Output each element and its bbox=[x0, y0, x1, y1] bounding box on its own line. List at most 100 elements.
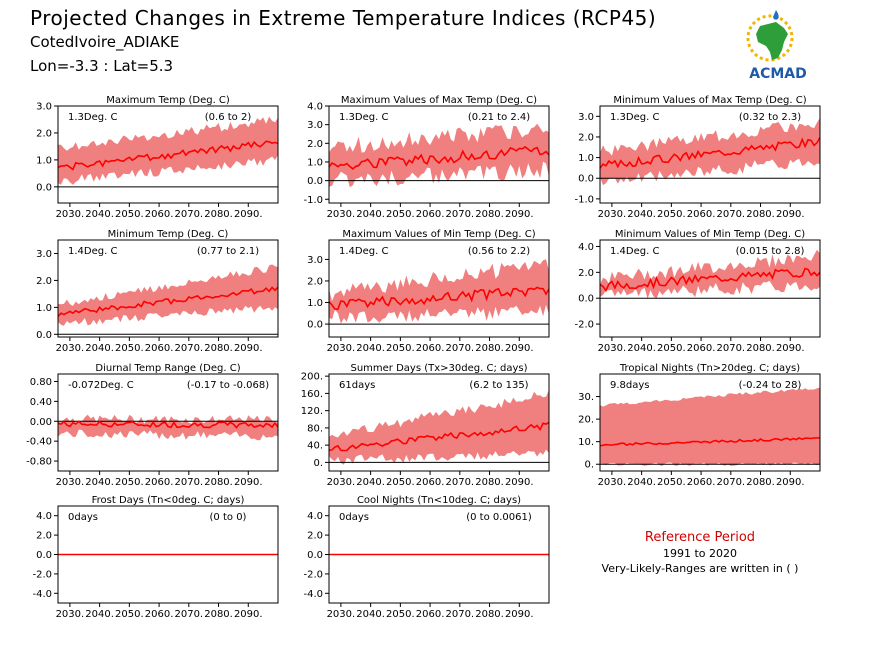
median-value-label: 0days bbox=[339, 512, 369, 523]
x-tick-label: 2070. bbox=[445, 477, 474, 488]
logo-text: ACMAD bbox=[749, 66, 807, 82]
y-tick-label: 2.0 bbox=[307, 139, 323, 150]
x-tick-label: 2060. bbox=[145, 609, 174, 620]
plot-frame bbox=[599, 105, 821, 204]
x-tick-label: 2090. bbox=[505, 477, 534, 488]
y-tick-label: 2.0 bbox=[578, 132, 594, 143]
y-tick-label: 0.00 bbox=[30, 417, 52, 428]
chart-title: Maximum Temp (Deg. C) bbox=[106, 95, 230, 106]
chart-title: Cool Nights (Tn<10deg. C; days) bbox=[357, 495, 521, 506]
y-tick-label: 1.0 bbox=[578, 153, 594, 164]
median-value-label: 1.4Deg. C bbox=[68, 246, 117, 257]
x-tick-label: 2040. bbox=[85, 609, 114, 620]
x-tick-label: 2050. bbox=[657, 343, 686, 354]
range-label: (0 to 0) bbox=[210, 512, 247, 523]
x-tick-label: 2030. bbox=[327, 343, 356, 354]
x-tick-label: 2080. bbox=[204, 343, 233, 354]
x-tick-label: 2030. bbox=[598, 209, 627, 220]
header: Projected Changes in Extreme Temperature… bbox=[0, 0, 879, 90]
y-tick-label: 200. bbox=[301, 372, 323, 383]
chart-panel: -0.80 -0.40 0.00 0.40 0.80 2030. 2040. 2050. 206… bbox=[26, 363, 279, 488]
x-tick-label: 2040. bbox=[356, 609, 385, 620]
y-tick-label: 80. bbox=[307, 423, 323, 434]
x-tick-label: 2070. bbox=[716, 343, 745, 354]
y-tick-label: 4.0 bbox=[307, 511, 323, 522]
y-tick-label: 3.0 bbox=[36, 249, 52, 260]
x-tick-label: 2030. bbox=[598, 477, 627, 488]
chart-title: Minimum Temp (Deg. C) bbox=[108, 229, 229, 240]
median-value-label: 1.3Deg. C bbox=[68, 112, 117, 123]
x-tick-label: 2060. bbox=[145, 477, 174, 488]
y-tick-label: 0.0 bbox=[36, 182, 52, 193]
y-tick-label: 1.0 bbox=[36, 155, 52, 166]
y-tick-label: 0.0 bbox=[307, 176, 323, 187]
x-tick-label: 2070. bbox=[716, 209, 745, 220]
y-tick-label: 0.40 bbox=[30, 397, 52, 408]
range-label: (-0.24 to 28) bbox=[739, 380, 802, 391]
x-tick-label: 2070. bbox=[445, 209, 474, 220]
y-tick-label: 120. bbox=[301, 406, 323, 417]
coordinates-label: Lon=-3.3 : Lat=5.3 bbox=[30, 57, 174, 75]
x-tick-label: 2080. bbox=[746, 477, 775, 488]
y-tick-label: 3.0 bbox=[36, 102, 52, 113]
plot-frame bbox=[599, 239, 821, 338]
x-tick-label: 2030. bbox=[56, 209, 85, 220]
y-tick-label: 160. bbox=[301, 389, 323, 400]
x-tick-label: 2090. bbox=[776, 343, 805, 354]
y-tick-label: 2.0 bbox=[578, 268, 594, 279]
y-tick-label: 4.0 bbox=[578, 242, 594, 253]
range-label: (0.32 to 2.3) bbox=[739, 112, 801, 123]
chart-title: Minimum Values of Min Temp (Deg. C) bbox=[615, 229, 805, 240]
x-tick-label: 2080. bbox=[204, 477, 233, 488]
x-tick-label: 2060. bbox=[687, 209, 716, 220]
median-line bbox=[599, 137, 821, 169]
chart-title: Tropical Nights (Tn>20deg. C; days) bbox=[619, 363, 800, 374]
acmad-logo: ACMAD bbox=[746, 10, 807, 82]
x-tick-label: 2060. bbox=[687, 477, 716, 488]
y-tick-label: 20. bbox=[578, 415, 594, 426]
x-tick-label: 2080. bbox=[204, 609, 233, 620]
y-tick-label: 1.0 bbox=[307, 298, 323, 309]
x-tick-label: 2070. bbox=[445, 609, 474, 620]
median-value-label: 1.4Deg. C bbox=[610, 246, 659, 257]
y-tick-label: 3.0 bbox=[578, 112, 594, 123]
y-tick-label: 2.0 bbox=[307, 276, 323, 287]
likely-range-band bbox=[58, 264, 278, 326]
y-tick-label: -2.0 bbox=[574, 320, 594, 331]
plot-frame bbox=[328, 373, 550, 472]
y-tick-label: -4.0 bbox=[303, 589, 323, 600]
x-tick-label: 2080. bbox=[475, 477, 504, 488]
reference-period-note: Very-Likely-Ranges are written in ( ) bbox=[601, 562, 799, 575]
x-tick-label: 2060. bbox=[416, 477, 445, 488]
likely-range-band bbox=[600, 249, 820, 299]
x-tick-label: 2080. bbox=[204, 209, 233, 220]
y-tick-label: 0.0 bbox=[307, 550, 323, 561]
x-tick-label: 2060. bbox=[687, 343, 716, 354]
x-tick-label: 2070. bbox=[445, 343, 474, 354]
median-value-label: 0days bbox=[68, 512, 98, 523]
median-line bbox=[57, 420, 279, 429]
plot-frame bbox=[57, 373, 279, 472]
y-tick-label: -0.80 bbox=[26, 457, 52, 468]
x-tick-label: 2050. bbox=[115, 343, 144, 354]
y-tick-label: 0.0 bbox=[307, 320, 323, 331]
likely-range-band bbox=[329, 259, 549, 324]
chart-panel: -1.0 0.0 1.0 2.0 3.0 2030. 2040. 2050. 2060. 2070… bbox=[574, 95, 821, 220]
y-tick-label: 3.0 bbox=[307, 120, 323, 131]
x-tick-label: 2080. bbox=[746, 343, 775, 354]
x-tick-label: 2090. bbox=[776, 209, 805, 220]
x-tick-label: 2090. bbox=[505, 343, 534, 354]
page-title: Projected Changes in Extreme Temperature… bbox=[30, 6, 657, 30]
y-tick-label: 10. bbox=[578, 437, 594, 448]
x-tick-label: 2060. bbox=[416, 209, 445, 220]
median-line bbox=[328, 421, 550, 452]
range-label: (0 to 0.0061) bbox=[466, 512, 532, 523]
median-value-label: -0.072Deg. C bbox=[68, 380, 134, 391]
x-tick-label: 2060. bbox=[145, 209, 174, 220]
x-tick-label: 2040. bbox=[356, 343, 385, 354]
y-tick-label: 0.0 bbox=[36, 550, 52, 561]
x-tick-label: 2090. bbox=[234, 477, 263, 488]
y-tick-label: 1.0 bbox=[36, 303, 52, 314]
